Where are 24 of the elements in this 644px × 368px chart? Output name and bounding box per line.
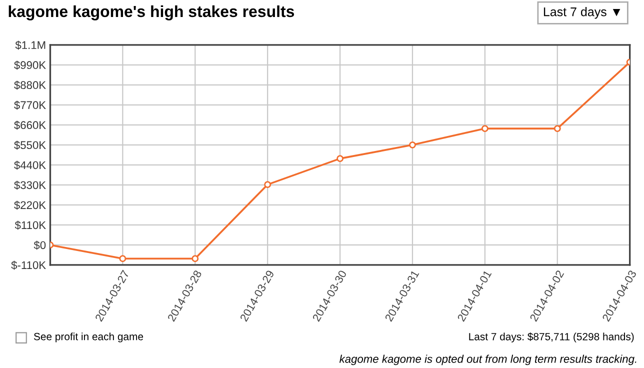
y-tick-label: $990K	[14, 60, 46, 70]
y-tick-label: $880K	[14, 80, 46, 90]
y-tick-label: $550K	[14, 140, 46, 150]
chart-title: kagome kagome's high stakes results	[8, 5, 294, 20]
text: See profit in each game	[34, 332, 144, 342]
text: Last 7 days: $875,711 (5298 hands)	[469, 332, 634, 342]
point	[192, 255, 199, 262]
y-tick-label: $440K	[14, 160, 46, 170]
point	[264, 181, 272, 188]
y-tick-label: $770K	[14, 100, 46, 110]
point	[481, 125, 488, 132]
y-tick-label: $1.1M	[15, 40, 46, 50]
point	[119, 255, 126, 262]
y-tick-label: $110K	[14, 220, 46, 230]
y-tick-label: $330K	[14, 180, 46, 190]
text: kagome kagome is opted out from long term results tracking.	[339, 354, 636, 366]
y-tick-label: $-110K	[11, 260, 46, 270]
y-tick-label: $220K	[14, 200, 46, 210]
text: Last 7 days ▼	[544, 7, 620, 19]
point	[554, 125, 561, 132]
point	[336, 155, 344, 162]
point	[409, 141, 416, 148]
y-tick-label: $0	[34, 240, 46, 250]
y-tick-label: $660K	[14, 120, 46, 130]
